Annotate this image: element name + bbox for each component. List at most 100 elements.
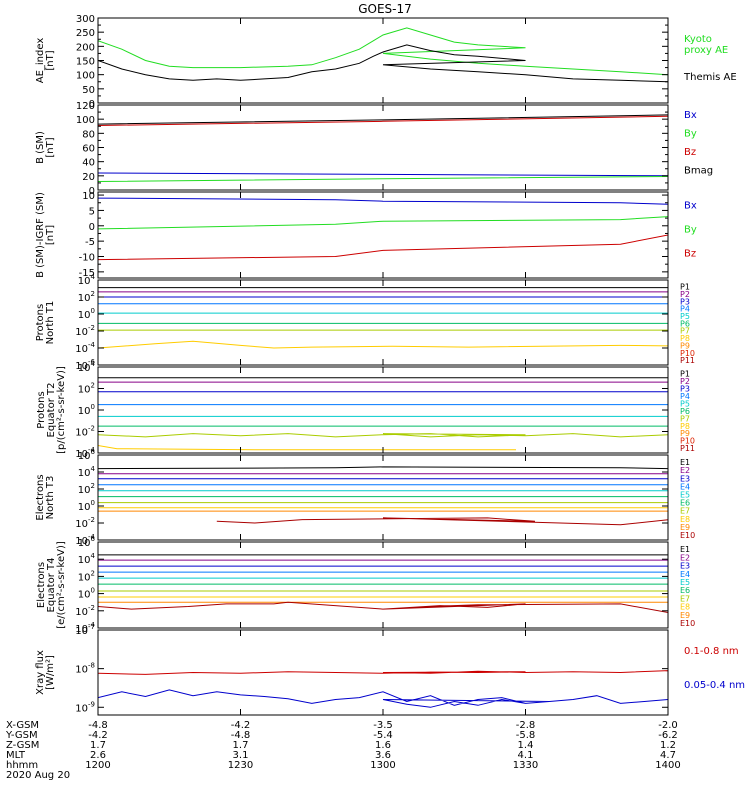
- y-tick-label: 150: [76, 57, 95, 68]
- ephemeris-label: MLT: [6, 750, 26, 761]
- y-tick-label-exp: -4: [88, 533, 96, 541]
- legend-entry: Bz: [684, 249, 696, 260]
- legend-entry: E3: [680, 474, 690, 483]
- y-tick-label-exp: 6: [91, 535, 96, 543]
- panel-2: 0 20 40 60 80 100 120 B (SM) [nT] Bx By Bz Bmag: [35, 101, 713, 197]
- y-tick-label: 10-9: [75, 700, 95, 714]
- legend-entry: P6: [680, 319, 690, 328]
- ephemeris-value: 1200: [85, 760, 110, 771]
- series-line-kyoto-proxy-ae: [98, 27, 668, 77]
- series-group: [98, 287, 668, 349]
- legend-entry: E4: [680, 570, 690, 579]
- y-tick-label-exp: 4: [91, 360, 96, 368]
- y-tick-label: 104: [78, 273, 96, 287]
- panel-frame: [97, 366, 669, 454]
- y-axis-label: Equator T4: [46, 558, 57, 613]
- y-axis-label: B (SM)-IGRF (SM): [35, 192, 46, 278]
- y-tick-label: 10-4: [75, 446, 95, 460]
- y-tick-label: 106: [78, 448, 96, 462]
- legend-entry: P1: [680, 283, 690, 292]
- y-tick-label: 104: [78, 552, 96, 566]
- y-tick-label-exp: 0: [91, 403, 95, 411]
- legend-entry: E1: [680, 458, 690, 467]
- legend-entry: P4: [680, 305, 690, 314]
- y-tick-label: 0: [89, 186, 95, 197]
- legend-entry: Bz: [684, 147, 696, 158]
- y-axis-label: Protons: [35, 304, 46, 341]
- y-tick-label-exp: -4: [88, 621, 96, 629]
- y-tick-label-base: 10: [75, 626, 88, 637]
- ephemeris-label: Y-GSM: [5, 730, 38, 741]
- y-tick-label: 104: [78, 360, 96, 374]
- ephemeris-value: 3.1: [233, 750, 249, 761]
- y-tick-label: 20: [82, 172, 95, 183]
- ephemeris-value: -4.8: [231, 730, 251, 741]
- ephemeris-value: 1330: [513, 760, 538, 771]
- y-tick-label: 100: [78, 307, 95, 321]
- y-tick-label-exp: -9: [88, 700, 95, 708]
- y-tick-label: 10-2: [75, 604, 95, 618]
- series-line-e10: [216, 517, 668, 526]
- ephemeris-value: 1400: [655, 760, 680, 771]
- legend-entry: P8: [680, 422, 690, 431]
- series-group: [98, 197, 668, 261]
- ephemeris-label: hhmm: [6, 760, 38, 771]
- y-tick-label-exp: 2: [91, 382, 95, 390]
- y-tick-label: 10-4: [75, 341, 95, 355]
- y-tick-label-exp: 2: [91, 290, 95, 298]
- y-tick-label: -10: [79, 253, 95, 264]
- legend-entry: P2: [680, 377, 690, 386]
- legend-entry: E5: [680, 578, 690, 587]
- y-axis-label: [e/(cm²-s-sr-keV)]: [56, 541, 67, 629]
- y-tick-label-base: 10: [75, 665, 88, 676]
- y-tick-label: 102: [78, 482, 95, 496]
- series-line-bx: [98, 197, 668, 205]
- y-tick-label: 200: [76, 42, 95, 53]
- legend-entry: P3: [680, 297, 690, 306]
- y-axis-label: [p/(cm²-s-sr-keV)]: [56, 366, 67, 454]
- y-tick-label-exp: 4: [91, 552, 96, 560]
- y-tick-label-base: 10: [75, 361, 88, 372]
- legend-entry: P7: [680, 414, 690, 423]
- y-tick-label-base: 10: [78, 468, 91, 479]
- series-line-by: [98, 176, 668, 182]
- legend-entry: P10: [680, 437, 695, 446]
- y-axis-label: [W/m²]: [45, 655, 56, 690]
- y-tick-label-exp: -4: [88, 341, 96, 349]
- y-tick-label-base: 10: [78, 572, 91, 583]
- ephemeris-value: -4.8: [88, 720, 108, 731]
- y-tick-label-exp: -2: [88, 425, 95, 433]
- y-tick-label: 40: [82, 158, 95, 169]
- y-tick-label: 102: [78, 569, 95, 583]
- y-tick-label: 100: [78, 499, 95, 513]
- y-tick-label: -15: [79, 268, 95, 279]
- y-tick-label: 0: [89, 99, 95, 110]
- series-line-by: [98, 216, 668, 230]
- ephemeris-footer: X-GSM -4.8 -4.2 -3.5 -2.8 -2.0Y-GSM -4.2 -4.8 -5…: [5, 720, 681, 781]
- y-axis-label: B (SM): [35, 131, 46, 164]
- y-tick-label: 10-8: [75, 662, 95, 676]
- legend-entry: P7: [680, 327, 690, 336]
- y-tick-label-base: 10: [78, 406, 91, 417]
- y-tick-label-base: 10: [78, 538, 91, 549]
- legend-entry: 0.05-0.4 nm: [684, 680, 745, 691]
- ephemeris-value: -2.8: [516, 720, 536, 731]
- series-line-bmag: [98, 114, 668, 125]
- y-tick-label-exp: 4: [91, 273, 96, 281]
- y-tick-label: 104: [78, 465, 96, 479]
- date-label: 2020 Aug 20: [6, 770, 70, 781]
- y-tick-label: 5: [89, 206, 95, 217]
- y-tick-label-exp: -2: [88, 516, 95, 524]
- y-tick-label-exp: 6: [91, 448, 96, 456]
- y-axis-label: AE_index: [35, 38, 46, 84]
- y-tick-label-exp: 0: [91, 499, 95, 507]
- y-axis-label: North T3: [45, 476, 56, 520]
- legend-entry: E6: [680, 499, 690, 508]
- y-tick-label: 10-7: [75, 623, 95, 637]
- y-tick-label: 80: [82, 129, 95, 140]
- legend-entry: E6: [680, 586, 690, 595]
- y-tick-label-exp: 4: [91, 465, 96, 473]
- y-tick-label: 10-6: [75, 358, 95, 372]
- legend-entry: 0.1-0.8 nm: [684, 646, 739, 657]
